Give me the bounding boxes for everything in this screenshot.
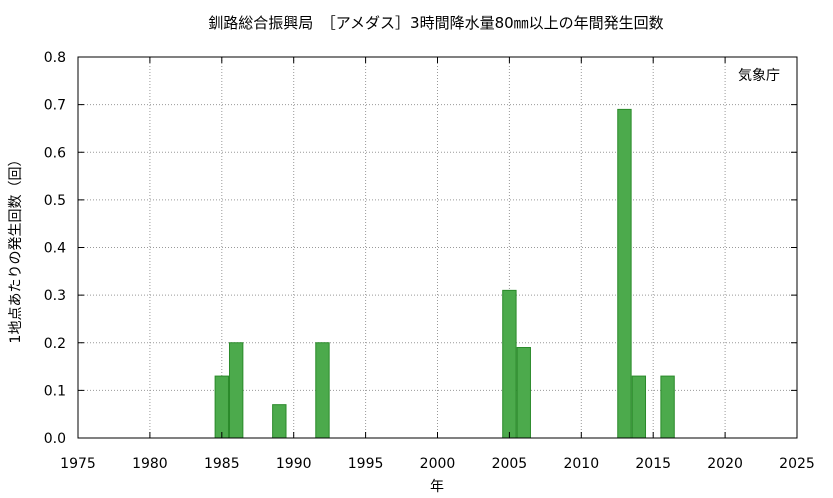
bar: [272, 404, 287, 439]
bar: [315, 342, 330, 439]
x-axis-label: 年: [430, 479, 444, 495]
x-tick-labels: 1975 1980 1985 1990 1995 2000 2005 2010 2015 2020…: [60, 456, 815, 472]
ticks: [77, 56, 798, 439]
x-tick-label: 2020: [707, 456, 743, 472]
x-tick-label: 2025: [779, 456, 815, 472]
bar: [617, 108, 632, 439]
y-tick-label: 0.4: [44, 241, 66, 257]
x-tick-label: 1990: [276, 456, 312, 472]
bars: [214, 108, 675, 439]
y-tick-label: 0.8: [44, 50, 66, 66]
x-tick-label: 1980: [132, 456, 168, 472]
x-tick-label: 1985: [204, 456, 240, 472]
y-tick-label: 0.3: [44, 288, 66, 304]
y-tick-label: 0.7: [44, 98, 66, 114]
y-tick-label: 0.5: [44, 193, 66, 209]
y-tick-label: 0.0: [44, 431, 66, 447]
y-tick-label: 0.2: [44, 336, 66, 352]
x-tick-label: 2005: [492, 456, 528, 472]
bar: [631, 375, 647, 439]
y-axis-label: 1地点あたりの発生回数（回）: [8, 153, 24, 344]
x-tick-label: 1995: [348, 456, 384, 472]
bar: [516, 347, 531, 439]
y-tick-label: 0.1: [44, 383, 66, 399]
x-tick-label: 2010: [563, 456, 599, 472]
agency-annotation: 気象庁: [738, 68, 780, 84]
x-tick-label: 2015: [635, 456, 671, 472]
bar: [502, 289, 517, 439]
y-tick-label: 0.6: [44, 145, 66, 161]
y-tick-labels: 0.0 0.1 0.2 0.3 0.4 0.5 0.6 0.7 0.8: [44, 50, 66, 447]
grid: [78, 57, 797, 438]
bar: [214, 375, 229, 439]
bar: [660, 375, 675, 439]
x-tick-label: 1975: [60, 456, 96, 472]
bar: [228, 342, 244, 439]
chart-title: 釧路総合振興局 ［アメダス］3時間降水量80㎜以上の年間発生回数: [208, 14, 663, 32]
x-tick-label: 2000: [420, 456, 456, 472]
